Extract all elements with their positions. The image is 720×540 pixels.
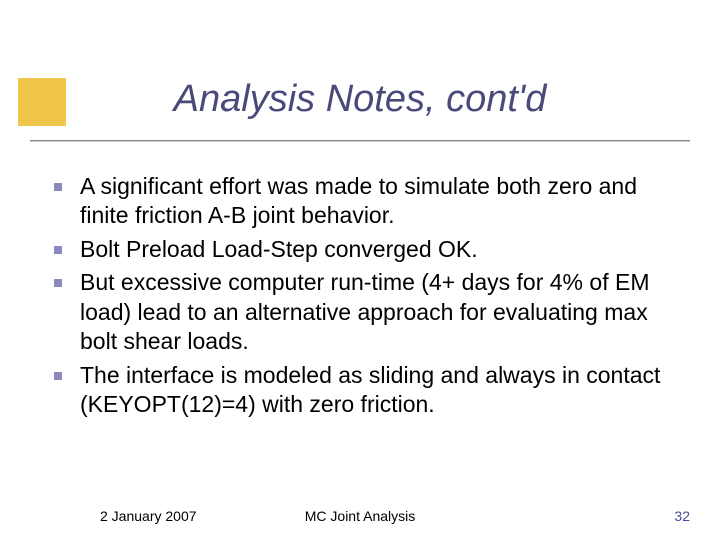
bullet-text: Bolt Preload Load-Step converged OK. xyxy=(80,236,478,262)
bullet-text: A significant effort was made to simulat… xyxy=(80,173,637,228)
square-bullet-icon xyxy=(54,279,62,287)
list-item: The interface is modeled as sliding and … xyxy=(50,361,680,420)
bullet-list: A significant effort was made to simulat… xyxy=(50,172,680,424)
square-bullet-icon xyxy=(54,246,62,254)
footer-page-number: 32 xyxy=(674,508,690,524)
footer-center: MC Joint Analysis xyxy=(0,508,720,524)
bullet-text: But excessive computer run-time (4+ days… xyxy=(80,269,649,354)
list-item: Bolt Preload Load-Step converged OK. xyxy=(50,235,680,264)
bullet-text: The interface is modeled as sliding and … xyxy=(80,362,660,417)
square-bullet-icon xyxy=(54,372,62,380)
list-item: A significant effort was made to simulat… xyxy=(50,172,680,231)
slide-title: Analysis Notes, cont'd xyxy=(0,78,720,121)
list-item: But excessive computer run-time (4+ days… xyxy=(50,268,680,356)
square-bullet-icon xyxy=(54,183,62,191)
title-rule xyxy=(30,140,690,142)
